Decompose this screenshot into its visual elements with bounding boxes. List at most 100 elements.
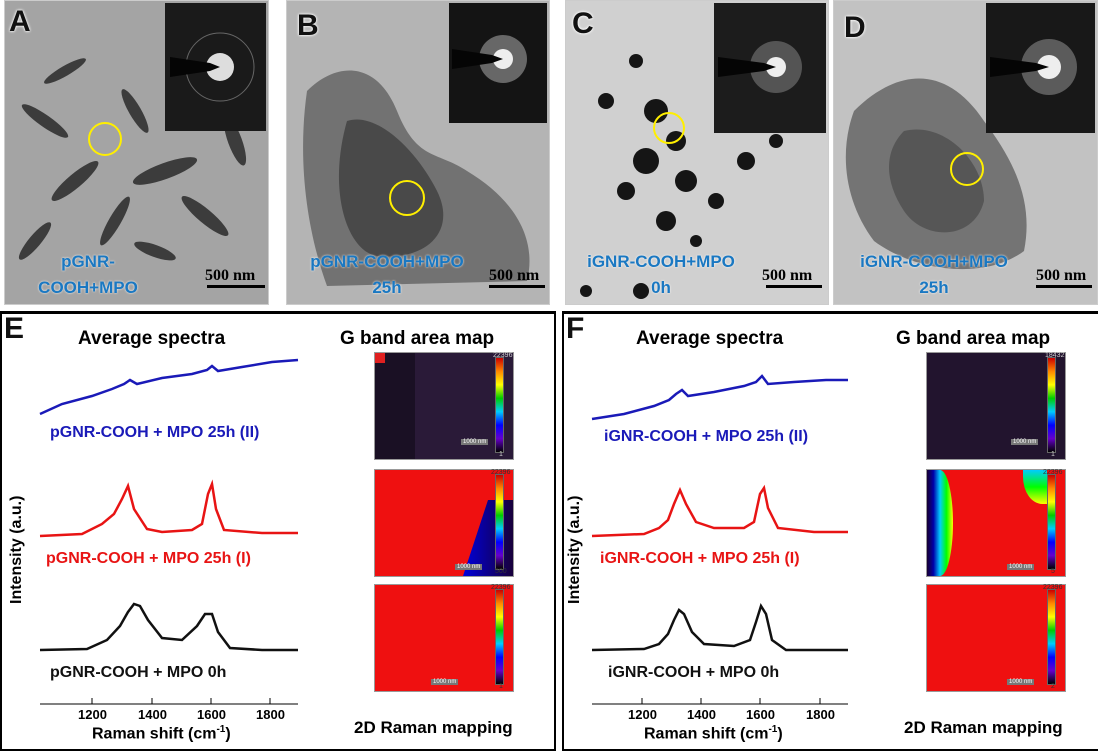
selection-circle (653, 112, 685, 144)
caption-line1: pGNR-COOH+MPO (38, 252, 138, 297)
caption-line1: iGNR-COOH+MPO (860, 252, 1008, 271)
colorbar-max: 22396 (491, 469, 511, 476)
map-scale: 1000 nm (455, 564, 483, 570)
panel-label: E (4, 312, 25, 345)
tem-panel-c: C iGNR-COOH+MPO 0h 500 nm (565, 0, 829, 305)
mapping-caption: 2D Raman mapping (904, 718, 1063, 737)
raman-panel-e: E Average spectra G band area map Intens… (0, 311, 556, 751)
tem-image-c (566, 1, 828, 304)
panel-label: D (844, 11, 866, 44)
colorbar (1047, 474, 1056, 570)
caption-line1: iGNR-COOH+MPO (587, 252, 735, 271)
scale-label: 500 nm (1036, 267, 1087, 284)
g-band-map-3: 22396 2 1000 nm (926, 584, 1066, 692)
colorbar-max: 22396 (1043, 469, 1063, 476)
scale-bar (489, 285, 545, 288)
tem-caption: iGNR-COOH+MPO 0h (566, 249, 756, 301)
x-axis-title-end: ) (225, 725, 231, 743)
mapping-caption: 2D Raman mapping (354, 718, 513, 737)
colorbar-min: 1 (499, 451, 503, 458)
tem-image-a (5, 1, 268, 304)
map-scale: 1000 nm (461, 439, 489, 445)
colorbar-max: 22396 (491, 584, 511, 591)
spectrum-25h-ii (591, 374, 848, 421)
x-tick: 1200 (78, 707, 107, 722)
caption-line2: 25h (919, 278, 949, 297)
scale-bar (207, 285, 265, 288)
spectrum-label-25h-ii: iGNR-COOH + MPO 25h (II) (604, 428, 809, 445)
scale-label: 500 nm (489, 267, 540, 284)
g-band-map-title: G band area map (340, 328, 495, 349)
panel-label: F (566, 312, 585, 345)
colorbar-min: 500 (495, 568, 507, 575)
spectra-plot-f (591, 374, 848, 705)
scale-bar (1036, 285, 1092, 288)
tem-panel-b: B pGNR-COOH+MPO 25h 500 nm (286, 0, 550, 305)
x-axis-title-text: Raman shift (cm (644, 725, 769, 743)
tem-caption: iGNR-COOH+MPO 25h (834, 249, 1034, 301)
colorbar (1047, 357, 1056, 453)
scale-bar (766, 285, 822, 288)
scale-label: 500 nm (205, 267, 256, 284)
x-tick: 1800 (256, 707, 285, 722)
map-scale: 1000 nm (1007, 564, 1035, 570)
tem-image-b (287, 1, 549, 304)
x-tick: 1200 (628, 707, 657, 722)
colorbar (495, 589, 504, 685)
caption-line2: 25h (372, 278, 402, 297)
caption-line2: 0h (13, 301, 163, 304)
g-band-map-title: G band area map (896, 328, 1051, 349)
x-axis-title-end: ) (777, 725, 783, 743)
map-scale: 1000 nm (431, 679, 459, 685)
g-band-map-2: 22396 500 1000 nm (374, 469, 514, 577)
average-spectra-title: Average spectra (636, 328, 784, 349)
map-scale: 1000 nm (1011, 439, 1039, 445)
scale-label: 500 nm (762, 267, 813, 284)
caption-line2: 0h (651, 278, 671, 297)
spectrum-label-25h-ii: pGNR-COOH + MPO 25h (II) (50, 424, 260, 441)
x-axis-title-text: Raman shift (cm (92, 725, 217, 743)
x-tick: 1400 (687, 707, 716, 722)
x-tick: 1800 (806, 707, 835, 722)
g-band-map-3: 22396 1 1000 nm (374, 584, 514, 692)
colorbar-min: 1 (499, 683, 503, 690)
colorbar (495, 357, 504, 453)
map-scale: 1000 nm (1007, 679, 1035, 685)
panel-label: B (297, 9, 319, 42)
selection-circle (950, 152, 984, 186)
tem-caption: pGNR-COOH+MPO 25h (287, 249, 487, 301)
x-axis-title: Raman shift (cm-1) (644, 724, 783, 743)
selection-circle (88, 122, 122, 156)
x-axis-title-sup: -1 (768, 724, 778, 735)
colorbar-max: 18432 (1045, 352, 1065, 359)
tem-panel-a: A pGNR-COOH+MPO 0h 500 nm (4, 0, 269, 305)
colorbar-min: 1 (1051, 451, 1055, 458)
selection-circle (389, 180, 425, 216)
tem-caption: pGNR-COOH+MPO 0h (13, 249, 163, 304)
spectrum-label-25h-i: pGNR-COOH + MPO 25h (I) (46, 550, 251, 567)
spectra-plot-e (39, 358, 299, 705)
average-spectra-title: Average spectra (78, 328, 226, 349)
spectrum-0h (591, 603, 848, 652)
x-axis-title-sup: -1 (216, 724, 226, 735)
colorbar (495, 474, 504, 570)
panel-label: A (9, 5, 31, 38)
colorbar-max: 22396 (1043, 584, 1063, 591)
spectrum-label-0h: pGNR-COOH + MPO 0h (50, 664, 227, 681)
raman-panel-f: F Average spectra G band area map Intens… (562, 311, 1098, 751)
x-tick: 1400 (138, 707, 167, 722)
tem-panel-d: D iGNR-COOH+MPO 25h 500 nm (833, 0, 1098, 305)
spectrum-label-0h: iGNR-COOH + MPO 0h (608, 664, 780, 681)
tem-image-d (834, 1, 1097, 304)
colorbar-min: 5 (1051, 568, 1055, 575)
panel-label: C (572, 7, 594, 40)
x-tick: 1600 (197, 707, 226, 722)
spectrum-0h (39, 602, 298, 652)
spectrum-25h-i (591, 484, 848, 538)
g-band-map-2: 22396 5 1000 nm (926, 469, 1066, 577)
spectrum-25h-ii (39, 358, 299, 416)
g-band-map-1: 18432 1 1000 nm (926, 352, 1066, 460)
caption-line1: pGNR-COOH+MPO (310, 252, 464, 271)
spectrum-25h-i (39, 479, 298, 538)
spectrum-label-25h-i: iGNR-COOH + MPO 25h (I) (600, 550, 800, 567)
